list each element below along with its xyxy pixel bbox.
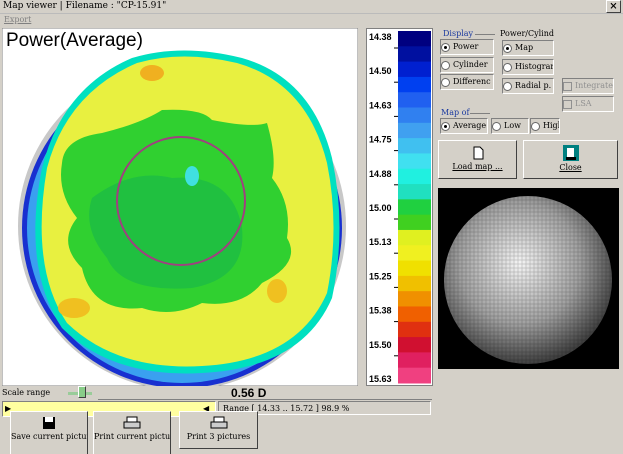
scale-label: 14.50 xyxy=(369,66,392,76)
scale-band xyxy=(398,306,431,323)
window-title: Map viewer | Filename : "CP-15.91" xyxy=(3,1,167,11)
optical-zone-circle xyxy=(116,136,246,266)
scale-band xyxy=(398,337,431,353)
scale-band xyxy=(398,321,431,338)
close-button[interactable]: Close xyxy=(523,140,618,179)
scale-label: 14.38 xyxy=(369,32,392,42)
scale-band xyxy=(398,245,431,262)
button-label: Save current picture xyxy=(11,432,88,441)
option-label: Integrate xyxy=(575,81,613,90)
separator xyxy=(470,113,490,114)
color-scale: 14.38 14.50 14.63 14.75 14.88 15.00 15.13 15.25… xyxy=(366,28,433,386)
scale-label: 15.00 xyxy=(369,203,392,213)
option-label: Cylinder xyxy=(453,60,488,69)
document-icon xyxy=(473,146,483,160)
group-label: Power/Cylind xyxy=(500,29,555,38)
save-icon xyxy=(43,417,55,429)
button-label: Print current picture xyxy=(94,432,171,441)
checkbox[interactable]: LSA xyxy=(562,96,614,112)
option-label: Radial p. xyxy=(515,81,552,90)
scale-label: 15.38 xyxy=(369,306,392,316)
option-label: Average xyxy=(453,121,487,130)
separator xyxy=(98,399,432,400)
scale-label: 15.50 xyxy=(369,340,392,350)
radio-option[interactable]: Cylinder xyxy=(440,57,494,73)
scale-band xyxy=(398,61,431,78)
group-label: Display xyxy=(443,29,474,38)
scale-band xyxy=(398,46,431,63)
save-button[interactable]: Save current picture xyxy=(10,411,88,454)
scale-band xyxy=(398,153,431,170)
scale-band xyxy=(398,260,431,277)
slider-thumb[interactable] xyxy=(78,386,86,398)
option-label: LSA xyxy=(575,99,592,108)
option-label: Map xyxy=(515,43,534,52)
title-bar: Map viewer | Filename : "CP-15.91" × xyxy=(0,0,623,14)
radio-option[interactable]: Map xyxy=(502,40,554,56)
scale-band xyxy=(398,352,431,369)
scale-label: 15.13 xyxy=(369,237,392,247)
scale-band xyxy=(398,275,431,292)
power-map: Power(Average) xyxy=(2,28,358,386)
print-current-button[interactable]: Print current picture xyxy=(93,411,171,454)
scale-range-value: 0.56 D xyxy=(231,386,267,400)
scale-band xyxy=(398,367,431,384)
range-box: Range [ 14.33 .. 15.72 ] 98.9 % xyxy=(218,401,431,415)
button-label: Load map ... xyxy=(452,162,503,171)
scale-band xyxy=(398,199,431,216)
option-label: Low xyxy=(504,121,521,130)
radio-option[interactable]: High xyxy=(530,118,560,134)
map-zone xyxy=(267,279,287,303)
print-three-button[interactable]: Print 3 pictures xyxy=(179,411,258,449)
radio-option[interactable]: Radial p. xyxy=(502,78,554,94)
range-text: Range [ 14.33 .. 15.72 ] 98.9 % xyxy=(223,404,350,413)
scroll-arrow[interactable]: ▶ xyxy=(5,404,12,413)
scale-band xyxy=(398,168,431,185)
scale-band xyxy=(398,122,431,139)
scale-band xyxy=(398,76,431,93)
scale-label: 14.88 xyxy=(369,169,392,179)
checkbox[interactable]: Integrate xyxy=(562,78,614,94)
scale-band xyxy=(398,138,431,154)
option-label: Power xyxy=(453,42,479,51)
scale-band xyxy=(398,229,431,246)
scale-band xyxy=(398,184,431,200)
scale-band xyxy=(398,31,431,47)
map-zone xyxy=(185,166,199,186)
close-icon xyxy=(562,145,579,161)
separator xyxy=(475,34,495,35)
map-zone xyxy=(58,298,90,318)
option-label: Histograr xyxy=(515,62,554,71)
printer-icon xyxy=(210,416,227,429)
printer-icon xyxy=(123,416,141,429)
menu-item[interactable]: Export xyxy=(4,15,32,24)
option-label: Differenc xyxy=(453,77,491,86)
radio-option[interactable]: Average xyxy=(440,118,488,134)
option-label: High xyxy=(543,121,559,130)
map-title: Power(Average) xyxy=(6,30,143,51)
scale-label: 15.63 xyxy=(369,374,392,384)
sphere-image xyxy=(438,188,619,369)
scale-band xyxy=(398,214,431,231)
scale-band xyxy=(398,291,431,307)
load-map-button[interactable]: Load map ... xyxy=(438,140,517,179)
radio-option[interactable]: Power xyxy=(440,39,494,55)
radio-option[interactable]: Histograr xyxy=(502,59,554,75)
scale-label: 14.63 xyxy=(369,100,392,110)
button-label: Close xyxy=(559,163,582,172)
scale-band xyxy=(398,107,431,124)
scale-label: 14.75 xyxy=(369,135,392,145)
radio-option[interactable]: Low xyxy=(491,118,529,134)
scale-band xyxy=(398,92,431,109)
map-zone xyxy=(140,65,164,81)
radio-option[interactable]: Differenc xyxy=(440,74,494,90)
group-label: Map of xyxy=(441,108,470,117)
scroll-arrow[interactable]: ◀ xyxy=(203,404,210,413)
button-label: Print 3 pictures xyxy=(186,432,251,441)
close-window-button[interactable]: × xyxy=(606,0,621,13)
scale-label: 15.25 xyxy=(369,271,392,281)
scale-range-label: Scale range xyxy=(2,388,51,397)
